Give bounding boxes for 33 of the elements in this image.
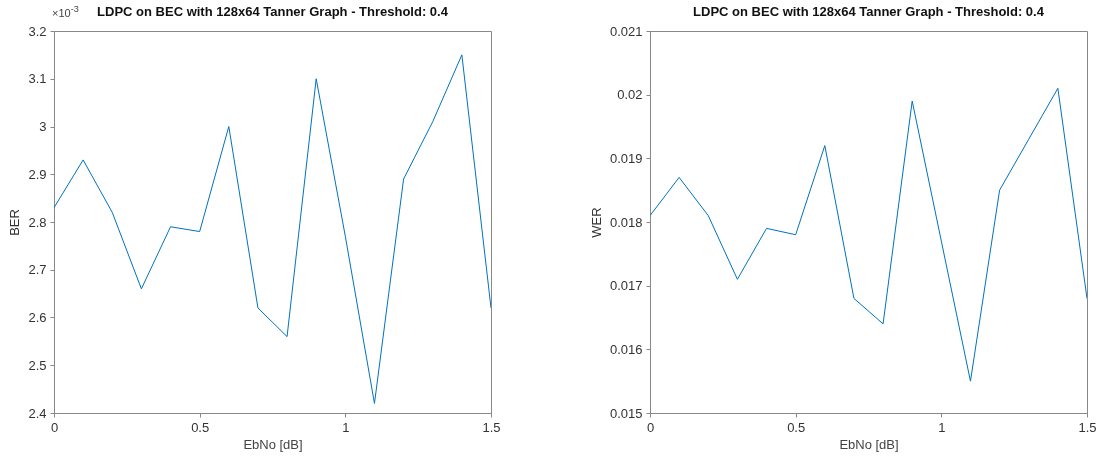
chart-title: LDPC on BEC with 128x64 Tanner Graph - Threshold: 0.4 xyxy=(693,4,1045,19)
x-axis-title: EbNo [dB] xyxy=(839,436,899,452)
y-tick-label: 2.7 xyxy=(28,262,47,278)
y-tick-label: 3 xyxy=(39,119,47,134)
x-tick-label: 1 xyxy=(342,419,350,435)
x-tick-label: 0 xyxy=(50,419,59,435)
line-series xyxy=(54,54,491,404)
x-tick-label: 1 xyxy=(938,419,946,435)
y-tick-label: 0.016 xyxy=(609,341,643,357)
y-tick-label: 3.2 xyxy=(28,23,47,39)
y-axis-title: WER xyxy=(588,207,604,238)
y-tick-label: 0.02 xyxy=(617,87,643,103)
y-tick-label: 2.4 xyxy=(28,405,47,421)
x-tick-label: 0.5 xyxy=(787,419,806,435)
y-tick-label: 2.9 xyxy=(28,166,47,182)
chart-title: LDPC on BEC with 128x64 Tanner Graph - Threshold: 0.4 xyxy=(97,4,449,19)
line-series xyxy=(650,87,1087,382)
y-tick-label: 2.8 xyxy=(28,214,47,230)
y-axis-title: BER xyxy=(7,209,23,236)
x-axis-title: EbNo [dB] xyxy=(243,436,303,452)
y-tick-label: 0.018 xyxy=(609,214,643,230)
y-tick-label: 3.1 xyxy=(28,71,47,87)
x-tick-label: 1.5 xyxy=(1078,419,1097,435)
text: ×10$^{-3}$ xyxy=(52,4,79,19)
y-tick-label: 2.5 xyxy=(28,357,47,373)
x-tick-label: 0 xyxy=(646,419,655,435)
x-tick-label: 0.5 xyxy=(191,419,210,435)
y-tick-label: 2.6 xyxy=(28,310,47,325)
x-tick-label: 1.5 xyxy=(482,419,501,435)
y-tick-label: 0.019 xyxy=(609,150,643,166)
y-tick-label: 0.015 xyxy=(609,405,643,421)
y-tick-label: 0.021 xyxy=(609,23,643,39)
y-tick-label: 0.017 xyxy=(609,278,643,294)
